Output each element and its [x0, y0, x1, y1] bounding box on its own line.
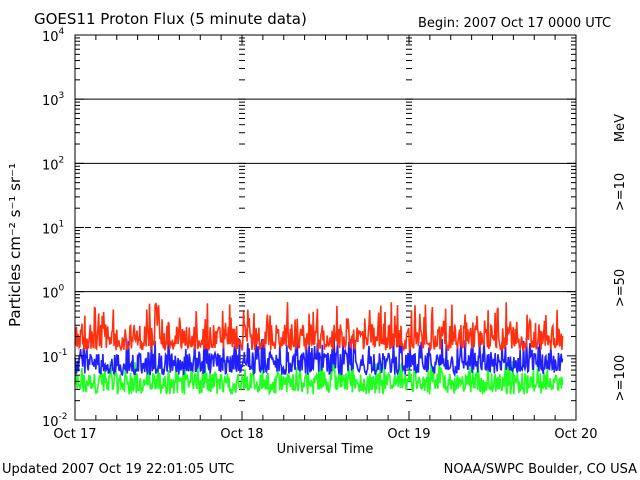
- x-tick-labels: Oct 17 Oct 18 Oct 19 Oct 20: [53, 427, 597, 442]
- x-tick-label: Oct 20: [554, 427, 597, 442]
- axes: [74, 34, 577, 421]
- y-tick-exponent: -2: [59, 412, 68, 422]
- begin-time: Begin: 2007 Oct 17 0000 UTC: [418, 16, 611, 31]
- y-tick-labels: 1 0 -2 10-1 100 101 102 103 104: [42, 27, 68, 430]
- y-tick-label: 100: [42, 284, 65, 302]
- legend-label-100mev: >=100: [613, 355, 628, 402]
- y-tick-label: 101: [42, 220, 64, 238]
- source-credit: NOAA/SWPC Boulder, CO USA: [444, 462, 637, 477]
- x-tick-label: Oct 19: [387, 427, 430, 442]
- updated-timestamp: Updated 2007 Oct 19 22:01:05 UTC: [2, 462, 234, 477]
- y-tick-label: 102: [42, 155, 64, 173]
- x-axis-label: Universal Time: [277, 442, 374, 457]
- data-series: [74, 302, 564, 397]
- legend-label-50mev: >=50: [613, 269, 628, 307]
- legend-unit: MeV: [613, 114, 628, 142]
- x-tick-label: Oct 17: [53, 427, 96, 442]
- series-line: [74, 302, 564, 353]
- x-tick-label: Oct 18: [220, 427, 263, 442]
- y-tick-exponent: 1: [59, 220, 65, 230]
- y-tick-exponent: 4: [59, 27, 65, 37]
- y-tick-exponent: -1: [59, 348, 68, 358]
- legend-label-10mev: >=10: [613, 173, 628, 211]
- y-tick-exponent: 0: [59, 284, 65, 294]
- y-tick-label: 103: [42, 91, 64, 109]
- chart-title: GOES11 Proton Flux (5 minute data): [34, 10, 307, 28]
- y-tick-exponent: 2: [59, 155, 65, 165]
- y-tick-label: 10-1: [42, 348, 68, 366]
- y-axis-label: Particles cm⁻² s⁻¹ sr⁻¹: [6, 163, 24, 327]
- y-tick-exponent: 3: [59, 91, 65, 101]
- series-line: [74, 336, 564, 378]
- y-tick-label: 104: [42, 27, 65, 45]
